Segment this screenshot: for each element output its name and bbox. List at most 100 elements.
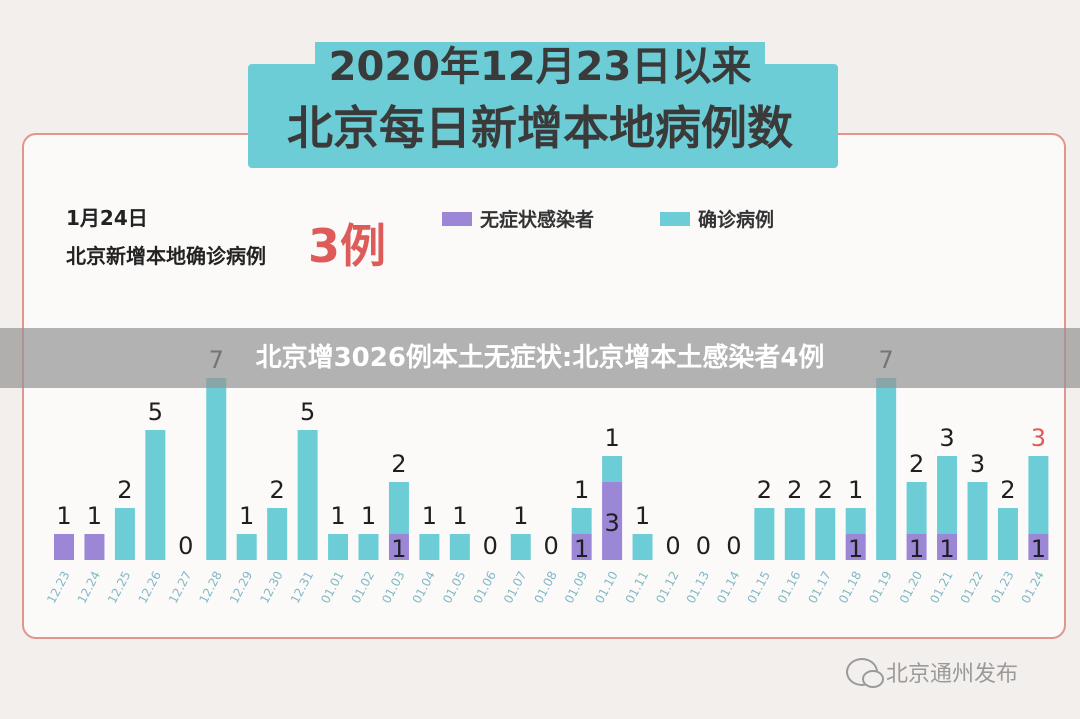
- label-top-12.24: 1: [87, 502, 102, 530]
- label-top-01.03: 2: [391, 450, 406, 478]
- tick-label-01.11: 01.11: [623, 569, 651, 606]
- bar-confirmed-01.20: [906, 482, 927, 534]
- tick-label-01.19: 01.19: [866, 569, 894, 606]
- tick-label-01.13: 01.13: [684, 569, 712, 606]
- tick-label-01.02: 01.02: [349, 569, 377, 606]
- label-top-01.18: 1: [848, 476, 863, 504]
- label-asymptomatic-01.10: 3: [604, 509, 619, 537]
- bar-confirmed-01.10: [602, 456, 623, 482]
- label-top-12.30: 2: [270, 476, 285, 504]
- bar-confirmed-01.24: [1028, 456, 1049, 534]
- bar-asymptomatic-01.09: [571, 534, 592, 560]
- label-top-01.20: 2: [909, 450, 924, 478]
- label-top-01.05: 1: [452, 502, 467, 530]
- label-top-01.09: 1: [574, 476, 589, 504]
- bar-confirmed-01.17: [815, 508, 836, 560]
- label-top-01.14: 0: [726, 532, 741, 560]
- bar-confirmed-12.30: [267, 508, 288, 560]
- bar-confirmed-12.29: [236, 534, 257, 560]
- legend-swatch-asymptomatic: [442, 211, 472, 226]
- tick-label-01.03: 01.03: [379, 569, 407, 606]
- bar-asymptomatic-01.18: [845, 534, 866, 560]
- tick-label-12.25: 12.25: [105, 569, 133, 606]
- label-asymptomatic-01.03: 1: [391, 535, 406, 563]
- bar-asymptomatic-01.10: [602, 482, 623, 560]
- bar-confirmed-01.23: [997, 508, 1018, 560]
- label-top-01.06: 0: [483, 532, 498, 560]
- tick-label-01.14: 01.14: [714, 569, 742, 606]
- label-top-12.26: 5: [148, 398, 163, 426]
- tick-label-01.06: 01.06: [470, 569, 498, 606]
- label-top-12.23: 1: [56, 502, 71, 530]
- legend-confirmed: 确诊病例: [660, 205, 774, 232]
- title-line1-text: 2020年12月23日以来: [314, 42, 766, 92]
- tick-label-12.30: 12.30: [257, 569, 285, 606]
- tick-label-12.28: 12.28: [196, 569, 224, 606]
- tick-label-01.22: 01.22: [958, 569, 986, 606]
- tick-label-01.17: 01.17: [805, 569, 833, 606]
- label-top-01.07: 1: [513, 502, 528, 530]
- label-top-01.12: 0: [665, 532, 680, 560]
- summary-value: 3例: [308, 219, 387, 273]
- bar-asymptomatic-01.21: [937, 534, 958, 560]
- tick-label-01.08: 01.08: [531, 569, 559, 606]
- bar-confirmed-01.22: [967, 482, 988, 560]
- label-top-01.15: 2: [757, 476, 772, 504]
- label-top-01.01: 1: [330, 502, 345, 530]
- tick-label-01.04: 01.04: [410, 569, 438, 606]
- label-top-01.04: 1: [422, 502, 437, 530]
- label-top-01.23: 2: [1000, 476, 1015, 504]
- bar-confirmed-01.15: [754, 508, 775, 560]
- label-top-01.24: 3: [1031, 424, 1046, 452]
- legend-label-confirmed: 确诊病例: [698, 209, 775, 231]
- tick-label-01.10: 01.10: [592, 569, 620, 606]
- overlay-banner: 北京增3026例本土无症状:北京增本土感染者4例: [0, 328, 1080, 388]
- label-top-12.27: 0: [178, 532, 193, 560]
- tick-label-01.09: 01.09: [562, 569, 590, 606]
- bar-confirmed-01.21: [937, 456, 958, 534]
- tick-label-01.15: 01.15: [745, 569, 773, 606]
- summary-label: 北京新增本地确诊病例: [66, 244, 266, 268]
- label-top-12.31: 5: [300, 398, 315, 426]
- label-asymptomatic-01.09: 1: [574, 535, 589, 563]
- bar-confirmed-12.31: [297, 430, 318, 560]
- tick-label-01.24: 01.24: [1019, 569, 1047, 606]
- tick-label-12.27: 12.27: [166, 569, 194, 606]
- tick-label-01.12: 01.12: [653, 569, 681, 606]
- tick-label-01.07: 01.07: [501, 569, 529, 606]
- label-top-01.22: 3: [970, 450, 985, 478]
- bar-confirmed-12.25: [114, 508, 135, 560]
- title-line2-text: 北京每日新增本地病例数: [273, 99, 807, 157]
- tick-label-12.29: 12.29: [227, 569, 255, 606]
- bar-confirmed-12.26: [145, 430, 166, 560]
- title-line2: 北京每日新增本地病例数: [0, 92, 1080, 158]
- label-top-01.02: 1: [361, 502, 376, 530]
- banner-text: 北京增3026例本土无症状:北京增本土感染者4例: [255, 343, 825, 373]
- bar-confirmed-01.18: [845, 508, 866, 534]
- legend-label-asymptomatic: 无症状感染者: [480, 209, 595, 231]
- label-top-12.29: 1: [239, 502, 254, 530]
- bar-confirmed-01.01: [328, 534, 349, 560]
- legend-asymptomatic: 无症状感染者: [442, 205, 594, 232]
- label-top-01.08: 0: [544, 532, 559, 560]
- bar-confirmed-12.28: [206, 378, 227, 560]
- bar-confirmed-01.02: [358, 534, 379, 560]
- label-top-01.21: 3: [939, 424, 954, 452]
- tick-label-12.31: 12.31: [288, 569, 316, 606]
- bar-asymptomatic-01.24: [1028, 534, 1049, 560]
- bar-confirmed-01.05: [449, 534, 470, 560]
- bar-confirmed-01.11: [632, 534, 653, 560]
- bar-confirmed-01.04: [419, 534, 440, 560]
- tick-label-12.23: 12.23: [44, 569, 72, 606]
- label-top-01.16: 2: [787, 476, 802, 504]
- wechat-icon: [846, 658, 884, 688]
- summary-date: 1月24日: [66, 206, 148, 230]
- bar-asymptomatic-01.03: [388, 534, 409, 560]
- label-top-01.13: 0: [696, 532, 711, 560]
- tick-label-01.20: 01.20: [897, 569, 925, 606]
- bar-confirmed-01.09: [571, 508, 592, 534]
- label-top-01.10: 1: [604, 424, 619, 452]
- tick-label-01.21: 01.21: [927, 569, 955, 606]
- bar-confirmed-01.19: [876, 378, 897, 560]
